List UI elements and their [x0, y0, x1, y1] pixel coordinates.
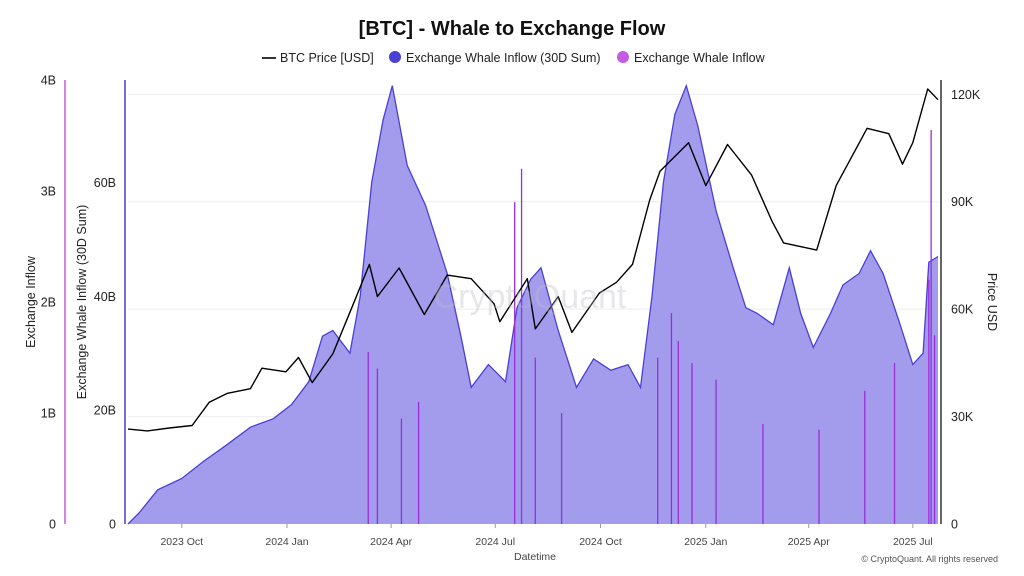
x-tick-label: 2024 Jan [265, 536, 308, 548]
price-line [127, 88, 939, 432]
sum30d-tick-label: 20B [94, 404, 116, 418]
chart-title: [BTC] - Whale to Exchange Flow [359, 18, 666, 40]
price-tick-label: 0 [951, 518, 958, 532]
x-tick-label: 2024 Apr [370, 536, 413, 548]
sum30d-area [128, 85, 938, 524]
x-tick-label: 2025 Jul [893, 536, 933, 548]
sum30d-line [127, 83, 939, 525]
inflow-tick-label: 4B [41, 74, 56, 88]
copyright: © CryptoQuant. All rights reserved [861, 554, 998, 564]
inflow-tick-label: 2B [41, 296, 56, 310]
inflow-tick-label: 1B [41, 407, 56, 421]
legend-item-price: BTC Price [USD] [280, 51, 374, 65]
legend-item-inflow: Exchange Whale Inflow [634, 51, 766, 65]
y-ticks: 0 1B 2B 3B 4B 0 20B 40B 60B 0 30K 60K 90K 120K [41, 74, 981, 532]
price-tick-label: 90K [951, 195, 974, 209]
area-layer [127, 83, 939, 525]
inflow-tick-label: 3B [41, 185, 56, 199]
x-axis-title: Datetime [514, 551, 556, 563]
watermark: CryptoQuant [434, 278, 627, 316]
price-layer [127, 88, 939, 432]
bars-layer [367, 129, 936, 524]
legend-item-30d-sum: Exchange Whale Inflow (30D Sum) [406, 51, 601, 65]
price-axis-title: Price USD [985, 273, 999, 331]
legend-dot-marker [389, 51, 401, 63]
x-ticks: 2023 Oct 2024 Jan 2024 Apr 2024 Jul 2024 Oct… [160, 524, 933, 548]
sum30d-tick-label: 40B [94, 290, 116, 304]
sum30d-tick-label: 0 [109, 518, 116, 532]
price-tick-label: 120K [951, 88, 981, 102]
price-tick-label: 30K [951, 410, 974, 424]
legend-dot-marker [617, 51, 629, 63]
sum30d-axis-title: Exchange Whale Inflow (30D Sum) [75, 205, 89, 400]
x-tick-label: 2024 Oct [579, 536, 622, 548]
inflow-tick-label: 0 [49, 518, 56, 532]
legend: BTC Price [USD] Exchange Whale Inflow (3… [262, 51, 766, 65]
inflow-axis-title: Exchange Inflow [24, 255, 38, 348]
x-tick-label: 2024 Jul [475, 536, 515, 548]
x-tick-label: 2025 Jan [684, 536, 727, 548]
x-tick-label: 2023 Oct [160, 536, 203, 548]
price-tick-label: 60K [951, 303, 974, 317]
sum30d-tick-label: 60B [94, 176, 116, 190]
x-tick-label: 2025 Apr [788, 536, 831, 548]
